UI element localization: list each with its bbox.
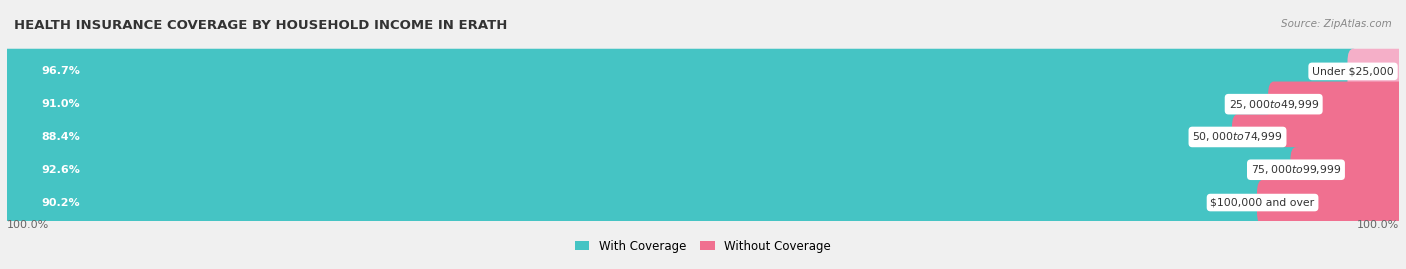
FancyBboxPatch shape (1268, 82, 1405, 127)
FancyBboxPatch shape (7, 121, 1399, 153)
Text: 92.6%: 92.6% (42, 165, 80, 175)
FancyBboxPatch shape (1, 147, 1302, 192)
Text: 100.0%: 100.0% (7, 220, 49, 230)
Text: 90.2%: 90.2% (42, 197, 80, 208)
Text: $75,000 to $99,999: $75,000 to $99,999 (1251, 163, 1341, 176)
FancyBboxPatch shape (1232, 114, 1405, 160)
FancyBboxPatch shape (1, 82, 1279, 127)
FancyBboxPatch shape (1, 114, 1243, 160)
Legend: With Coverage, Without Coverage: With Coverage, Without Coverage (575, 240, 831, 253)
Text: Under $25,000: Under $25,000 (1312, 66, 1393, 76)
Text: $25,000 to $49,999: $25,000 to $49,999 (1229, 98, 1319, 111)
FancyBboxPatch shape (7, 55, 1399, 88)
FancyBboxPatch shape (1257, 180, 1405, 225)
Text: 100.0%: 100.0% (1357, 220, 1399, 230)
FancyBboxPatch shape (1, 180, 1268, 225)
Text: 88.4%: 88.4% (42, 132, 80, 142)
FancyBboxPatch shape (1, 49, 1358, 94)
FancyBboxPatch shape (1291, 147, 1405, 192)
FancyBboxPatch shape (7, 153, 1399, 186)
Text: 96.7%: 96.7% (42, 66, 80, 76)
Text: 91.0%: 91.0% (42, 99, 80, 109)
Text: HEALTH INSURANCE COVERAGE BY HOUSEHOLD INCOME IN ERATH: HEALTH INSURANCE COVERAGE BY HOUSEHOLD I… (14, 19, 508, 32)
Text: Source: ZipAtlas.com: Source: ZipAtlas.com (1281, 19, 1392, 29)
FancyBboxPatch shape (7, 186, 1399, 219)
Text: $50,000 to $74,999: $50,000 to $74,999 (1192, 130, 1282, 143)
Text: $100,000 and over: $100,000 and over (1211, 197, 1315, 208)
FancyBboxPatch shape (1347, 49, 1405, 94)
FancyBboxPatch shape (7, 88, 1399, 121)
